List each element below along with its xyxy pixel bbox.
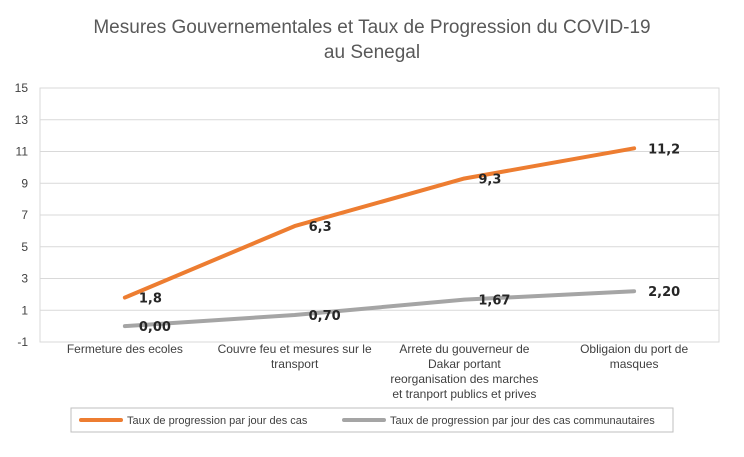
y-tick-label: 9	[21, 176, 28, 190]
legend-label: Taux de progression par jour des cas	[127, 415, 308, 427]
y-tick-label: 1	[21, 303, 28, 317]
series-line-2	[122, 289, 637, 329]
data-label: 6,3	[309, 220, 332, 235]
y-tick-label: 11	[16, 145, 29, 159]
legend-label: Taux de progression par jour des cas com…	[390, 415, 655, 427]
data-label: 9,3	[478, 172, 501, 187]
y-tick-label: 15	[15, 81, 29, 95]
x-tick-label: masques	[610, 357, 659, 371]
series-line-1	[122, 146, 637, 300]
x-tick-label: Dakar portant	[428, 357, 501, 371]
data-label: 1,67	[478, 294, 510, 309]
x-tick-label: et tranport publics et prives	[392, 387, 536, 401]
x-tick-label: transport	[271, 357, 319, 371]
y-tick-label: 7	[21, 208, 28, 222]
data-label: 2,20	[648, 285, 680, 300]
x-tick-label: reorganisation des marches	[390, 372, 538, 386]
x-tick-label: Couvre feu et mesures sur le	[218, 342, 372, 356]
chart-title: Mesures Gouvernementales et Taux de Prog…	[93, 17, 650, 38]
x-tick-label: Fermeture des ecoles	[67, 342, 183, 356]
data-label: 0,70	[309, 309, 341, 324]
x-tick-label: Arrete du gouverneur de	[399, 342, 529, 356]
data-label: 0,00	[139, 320, 171, 335]
data-label: 11,2	[648, 142, 680, 157]
data-label: 1,8	[139, 292, 162, 307]
y-tick-label: 5	[21, 240, 28, 254]
chart-title: au Senegal	[324, 42, 420, 63]
y-tick-label: 13	[15, 113, 29, 127]
x-tick-label: Obligaion du port de	[580, 342, 688, 356]
y-tick-label: -1	[17, 335, 28, 349]
y-tick-label: 3	[21, 272, 28, 286]
